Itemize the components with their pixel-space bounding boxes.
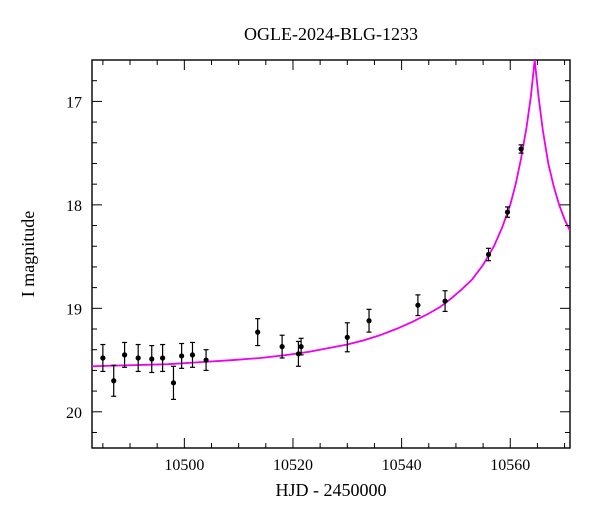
x-axis-label: HJD - 2450000	[276, 480, 387, 500]
data-point	[203, 357, 208, 362]
data-point	[415, 303, 420, 308]
ytick-label: 20	[66, 405, 82, 422]
data-point	[366, 318, 371, 323]
chart-title: OGLE-2024-BLG-1233	[244, 24, 418, 44]
data-point	[160, 355, 165, 360]
xtick-label: 10540	[382, 457, 422, 474]
chart-background	[0, 0, 600, 512]
data-point	[179, 353, 184, 358]
data-point	[345, 335, 350, 340]
data-point	[255, 330, 260, 335]
xtick-label: 10500	[164, 457, 204, 474]
ytick-label: 17	[66, 94, 82, 111]
data-point	[280, 344, 285, 349]
data-point	[100, 355, 105, 360]
data-point	[519, 146, 524, 151]
y-axis-label: I magnitude	[18, 211, 38, 297]
data-point	[149, 356, 154, 361]
data-point	[171, 380, 176, 385]
data-point	[296, 351, 301, 356]
data-point	[442, 298, 447, 303]
ytick-label: 18	[66, 198, 82, 215]
ytick-label: 19	[66, 301, 82, 318]
data-point	[299, 344, 304, 349]
data-point	[136, 355, 141, 360]
xtick-label: 10520	[273, 457, 313, 474]
lightcurve-chart: OGLE-2024-BLG-1233 10500 10520 10540 10560 17…	[0, 0, 600, 512]
xtick-label: 10560	[490, 457, 530, 474]
data-point	[111, 378, 116, 383]
data-point	[122, 352, 127, 357]
data-point	[505, 209, 510, 214]
data-point	[486, 252, 491, 257]
data-point	[190, 352, 195, 357]
